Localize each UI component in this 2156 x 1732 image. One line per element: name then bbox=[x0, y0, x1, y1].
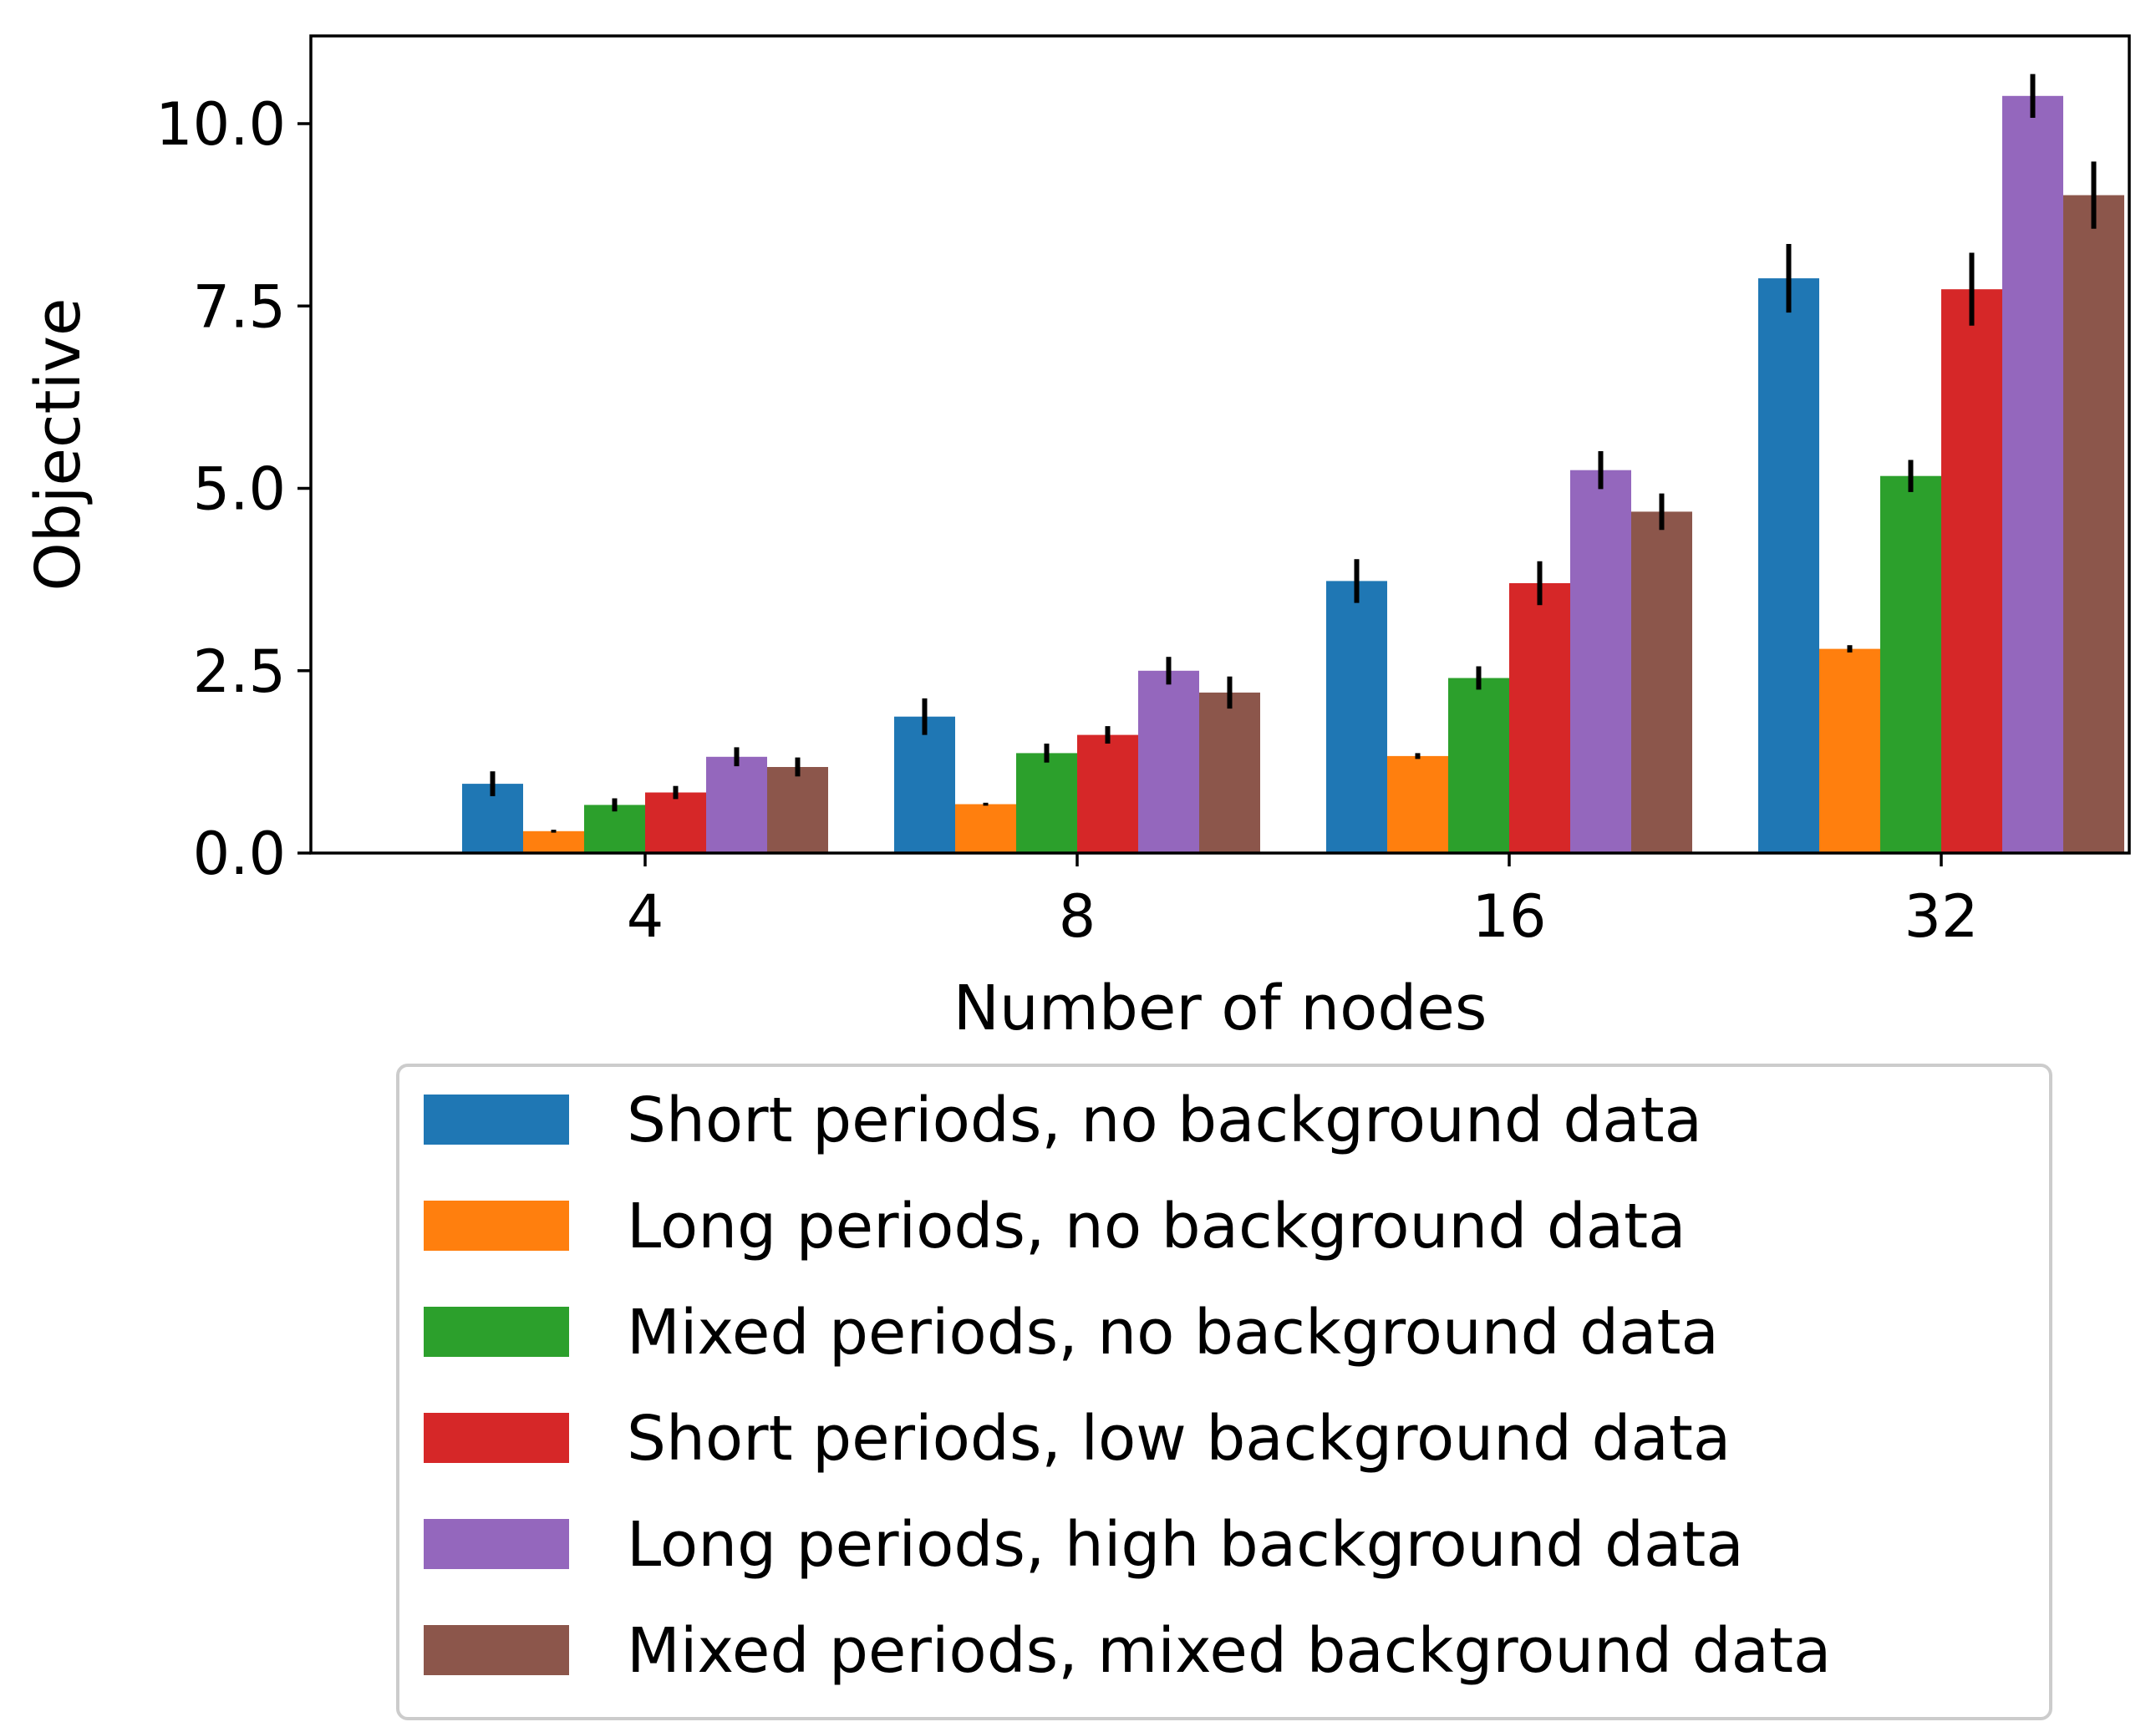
bar-series-1-32 bbox=[1758, 278, 1819, 854]
y-axis: 0.0 2.5 5.0 7.5 10.0 bbox=[155, 90, 311, 888]
legend-swatch-4 bbox=[424, 1413, 569, 1463]
legend-label-6: Mixed periods, mixed background data bbox=[627, 1615, 1831, 1687]
bar-series-1-8 bbox=[894, 716, 955, 853]
x-axis-label: Number of nodes bbox=[953, 973, 1487, 1044]
bar-series-3-4 bbox=[584, 805, 645, 853]
bar-series-2-4 bbox=[523, 830, 584, 853]
bar-series-6-4 bbox=[767, 767, 828, 853]
bar-series-5-8 bbox=[1138, 670, 1199, 854]
bar-series-3-8 bbox=[1016, 753, 1077, 853]
legend-label-3: Mixed periods, no background data bbox=[627, 1297, 1719, 1369]
bar-series-6-8 bbox=[1199, 692, 1260, 853]
bar-series-4-8 bbox=[1077, 734, 1138, 853]
y-tick-label: 5.0 bbox=[193, 455, 286, 524]
legend: Short periods, no background data Long pe… bbox=[396, 1064, 2052, 1720]
legend-swatch-6 bbox=[424, 1625, 569, 1675]
x-tick-label: 16 bbox=[1472, 882, 1546, 951]
legend-swatch-2 bbox=[424, 1201, 569, 1251]
legend-label-1: Short periods, no background data bbox=[627, 1084, 1702, 1156]
y-tick-label: 7.5 bbox=[193, 272, 286, 341]
bar-series-4-16 bbox=[1509, 583, 1570, 853]
legend-swatch-5 bbox=[424, 1519, 569, 1569]
bar-series-2-8 bbox=[955, 804, 1016, 853]
legend-label-2: Long periods, no background data bbox=[627, 1191, 1686, 1262]
bar-series-6-16 bbox=[1631, 511, 1692, 853]
legend-items: Short periods, no background data Long pe… bbox=[424, 1084, 1831, 1687]
x-tick-label: 32 bbox=[1904, 882, 1978, 951]
bar-series-6-32 bbox=[2063, 195, 2124, 854]
legend-swatch-3 bbox=[424, 1307, 569, 1357]
bar-series-5-32 bbox=[2002, 95, 2063, 854]
legend-label-4: Short periods, low background data bbox=[627, 1403, 1731, 1475]
y-tick-label: 2.5 bbox=[193, 637, 286, 706]
plot-frame bbox=[309, 34, 2131, 855]
bar-series-2-16 bbox=[1387, 755, 1448, 853]
legend-label-5: Long periods, high background data bbox=[627, 1509, 1744, 1581]
y-axis-label: Objective bbox=[23, 298, 94, 592]
bar-series-2-32 bbox=[1819, 648, 1880, 853]
error-bars-layer bbox=[490, 74, 2097, 833]
bars-layer bbox=[462, 95, 2124, 854]
bar-series-4-32 bbox=[1941, 289, 2002, 853]
legend-box bbox=[396, 1064, 2052, 1720]
x-tick-label: 4 bbox=[627, 882, 664, 951]
bar-series-4-4 bbox=[645, 792, 706, 853]
bar-series-3-16 bbox=[1448, 678, 1509, 853]
bar-series-5-4 bbox=[706, 756, 767, 853]
x-tick-label: 8 bbox=[1059, 882, 1096, 951]
bar-series-3-32 bbox=[1880, 475, 1941, 853]
legend-swatch-1 bbox=[424, 1095, 569, 1145]
y-tick-label: 0.0 bbox=[193, 820, 286, 888]
y-tick-label: 10.0 bbox=[155, 90, 286, 159]
bar-series-5-16 bbox=[1570, 470, 1631, 853]
bar-series-1-16 bbox=[1326, 581, 1387, 853]
x-axis: 4 8 16 32 bbox=[627, 853, 1979, 951]
